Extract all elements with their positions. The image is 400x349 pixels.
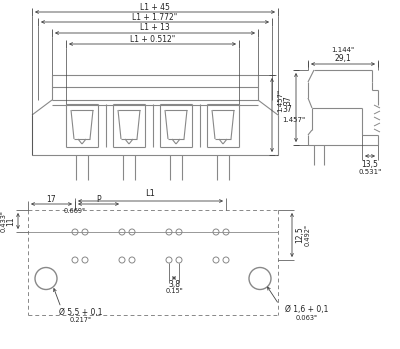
Text: 37: 37 [284, 95, 292, 105]
Text: L1 + 0.512": L1 + 0.512" [130, 35, 175, 44]
Text: 0.531": 0.531" [358, 169, 382, 175]
Text: 12,5: 12,5 [296, 227, 304, 243]
Text: 29,1: 29,1 [335, 53, 351, 62]
Text: L1 + 13: L1 + 13 [140, 23, 170, 32]
Text: 1.457": 1.457" [282, 117, 305, 123]
Text: 3,8: 3,8 [168, 280, 180, 289]
Text: 0.15": 0.15" [165, 288, 183, 294]
Text: 13,5: 13,5 [362, 159, 378, 169]
Text: 0.217": 0.217" [70, 318, 92, 324]
Text: 0.433": 0.433" [1, 210, 7, 232]
Text: 0.063": 0.063" [296, 314, 318, 320]
Text: L1: L1 [146, 190, 156, 199]
Text: 37: 37 [282, 105, 292, 114]
Text: 1.457": 1.457" [277, 88, 283, 112]
Text: 0.669": 0.669" [64, 208, 86, 214]
Text: L1 + 45: L1 + 45 [140, 2, 170, 12]
Text: 0.492": 0.492" [305, 224, 311, 246]
Text: Ø 1,6 + 0,1: Ø 1,6 + 0,1 [285, 305, 329, 314]
Text: 1.144": 1.144" [332, 47, 354, 53]
Text: Ø 5,5 + 0,1: Ø 5,5 + 0,1 [59, 308, 103, 317]
Text: P: P [96, 194, 101, 203]
Text: 17: 17 [47, 194, 56, 203]
Text: L1 + 1.772": L1 + 1.772" [132, 13, 178, 22]
Text: 11: 11 [6, 216, 16, 226]
